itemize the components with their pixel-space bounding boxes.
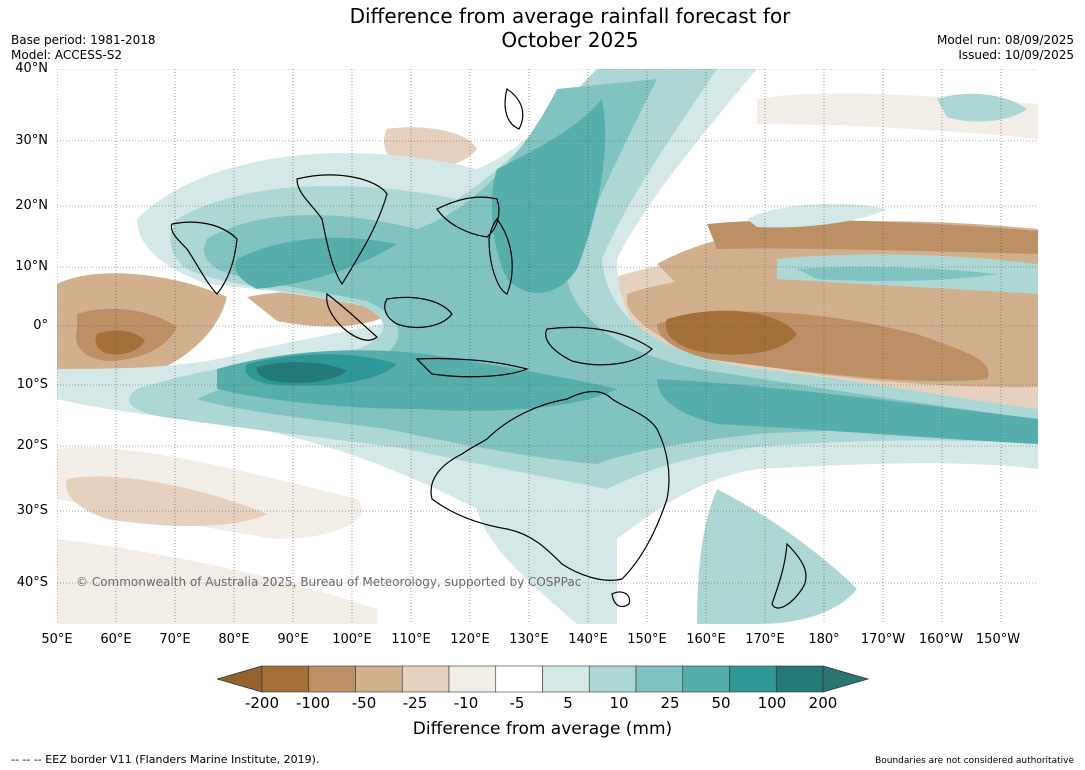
lon-label: 80°E (218, 632, 250, 647)
colorbar-swatch (355, 665, 403, 693)
colorbar-swatch (261, 665, 310, 693)
lat-label: 10°S (16, 377, 48, 392)
colorbar-swatch (308, 665, 356, 693)
base-period: Base period: 1981-2018 (11, 33, 156, 47)
colorbar-swatch (588, 665, 637, 693)
lon-label: 170°W (860, 632, 906, 647)
colorbar-swatches (261, 665, 824, 693)
meta-left: Base period: 1981-2018 Model: ACCESS-S2 (11, 33, 156, 63)
lon-label: 150°W (975, 632, 1021, 647)
issued-date: Issued: 10/09/2025 (958, 48, 1074, 62)
colorbar-tick: 200 (808, 694, 838, 712)
colorbar-tick: -200 (244, 694, 280, 712)
colorbar-swatch (635, 665, 684, 693)
lon-label: 50°E (41, 632, 73, 647)
lon-label: 160°W (918, 632, 964, 647)
map-title: Difference from average rainfall forecas… (0, 4, 1085, 52)
colorbar-swatch (448, 665, 497, 693)
colorbar-tick: 5 (563, 694, 573, 712)
colorbar-extend-high (822, 665, 869, 693)
lat-label: 20°S (16, 438, 48, 453)
lon-label: 70°E (159, 632, 191, 647)
map-graphic (57, 69, 1038, 624)
colorbar-tick: -100 (295, 694, 331, 712)
colorbar-tick: -25 (402, 694, 428, 712)
lon-label: 150°E (627, 632, 667, 647)
lat-label: 30°N (15, 133, 48, 148)
lon-label: 140°E (568, 632, 608, 647)
boundaries-disclaimer: Boundaries are not considered authoritat… (875, 756, 1074, 766)
lon-label: 110°E (391, 632, 431, 647)
dry-anomaly-areas (57, 93, 1038, 624)
model-name: Model: ACCESS-S2 (11, 48, 123, 62)
gridlines (57, 69, 1038, 624)
lat-label: 0° (33, 318, 48, 333)
legend-title: Difference from average (mm) (412, 719, 673, 739)
lon-label: 90°E (277, 632, 309, 647)
colorbar-tick: 100 (757, 694, 787, 712)
colorbar-tick: 10 (609, 694, 629, 712)
title-line-2: October 2025 (501, 28, 639, 52)
title-line-1: Difference from average rainfall forecas… (349, 4, 791, 28)
wet-anomaly-areas (57, 69, 1038, 624)
model-run: Model run: 08/09/2025 (936, 33, 1074, 47)
lon-label: 60°E (100, 632, 132, 647)
lon-label: 130°E (509, 632, 549, 647)
colorbar-swatch (542, 665, 590, 693)
colorbar-extend-low (217, 665, 263, 693)
colorbar (217, 665, 869, 693)
lat-label: 40°N (15, 61, 48, 76)
colorbar-tick: -50 (351, 694, 377, 712)
colorbar-swatch (729, 665, 777, 693)
colorbar-swatch (401, 665, 450, 693)
rainfall-map[interactable] (57, 69, 1038, 624)
colorbar-tick: 25 (660, 694, 680, 712)
lat-label: 30°S (16, 503, 48, 518)
lon-label: 160°E (686, 632, 726, 647)
meta-right: Model run: 08/09/2025 Issued: 10/09/2025 (937, 33, 1074, 63)
lat-label: 10°N (15, 259, 48, 274)
lon-label: 100°E (332, 632, 372, 647)
copyright-notice: © Commonwealth of Australia 2025, Bureau… (76, 575, 582, 589)
colorbar-swatch (775, 665, 824, 693)
colorbar-tick: -10 (453, 694, 479, 712)
lon-label: 170°E (745, 632, 785, 647)
lon-label: 180° (808, 632, 840, 647)
colorbar-swatch (682, 665, 730, 693)
lon-label: 120°E (450, 632, 490, 647)
colorbar-tick: -5 (509, 694, 525, 712)
eez-footnote: -- -- -- EEZ border V11 (Flanders Marine… (11, 753, 320, 766)
coastlines (170, 88, 807, 609)
lat-label: 40°S (16, 575, 48, 590)
colorbar-swatch (495, 665, 543, 693)
lat-label: 20°N (15, 198, 48, 213)
colorbar-tick: 50 (711, 694, 731, 712)
